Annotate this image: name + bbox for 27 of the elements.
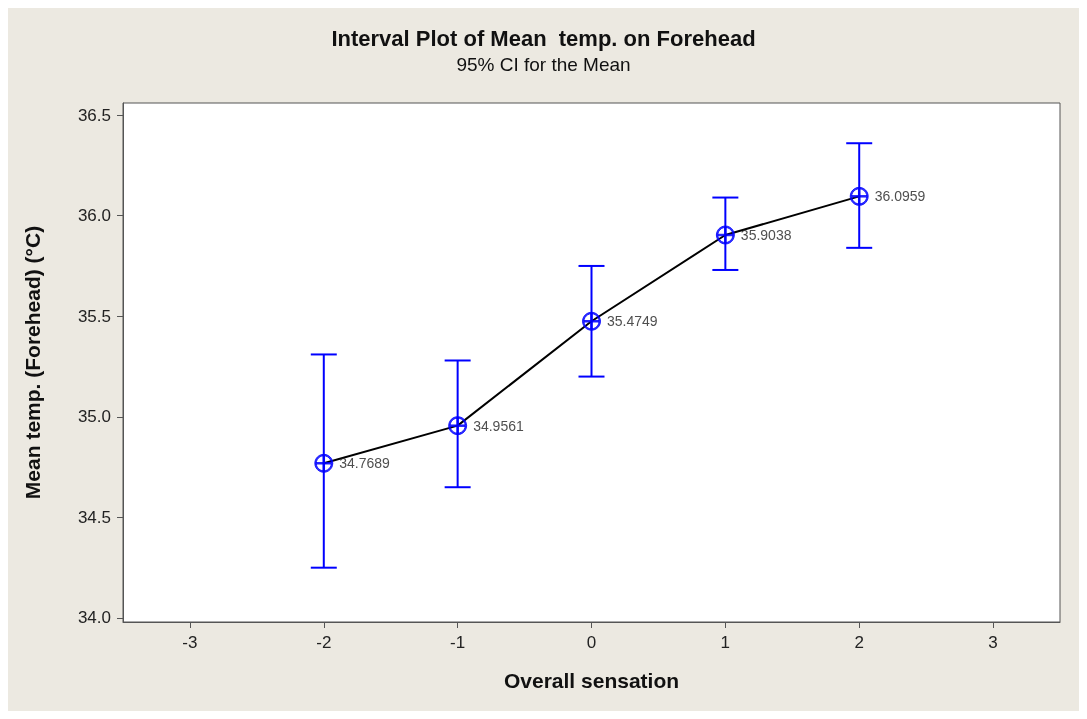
y-tick-label: 34.0 [77,608,111,628]
point [582,311,601,331]
point [314,453,334,473]
data-label: 34.9561 [473,417,524,434]
y-tick-label: 36.0 [77,206,111,226]
data-label: 35.9038 [740,227,792,243]
x-axis-title: Overall sensation [503,669,680,692]
point [849,186,869,206]
x-tick-label: 2 [854,633,864,652]
y-axis-title: Mean temp. (Forehead) (°C) [21,225,44,500]
y-tick-label: 35.5 [77,306,111,326]
x-tick-label: 0 [586,633,597,652]
chart-subtitle: 95% CI for the Mean [456,54,631,75]
data-label: 34.7689 [339,455,391,472]
x-tick-label: -1 [450,633,466,652]
point [715,225,735,245]
x-tick-label: -3 [182,633,198,652]
y-tick-label: 34.5 [77,507,111,527]
y-tick-label: 36.5 [77,105,111,125]
data-label: 35.4749 [607,313,658,330]
y-tick-label: 35.0 [77,407,111,427]
x-tick-label: 1 [720,633,731,652]
x-tick-label: 3 [988,633,998,652]
chart-title: Interval Plot of Mean temp. on Forehead [331,25,756,51]
x-tick-label: -2 [316,633,332,652]
point [448,416,468,436]
data-label: 36.0959 [874,188,926,205]
